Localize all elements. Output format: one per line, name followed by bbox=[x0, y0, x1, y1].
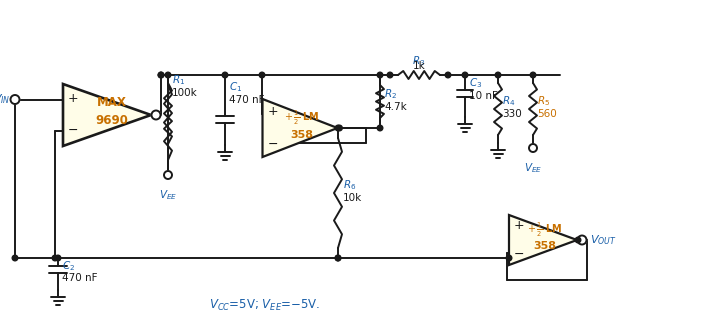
Circle shape bbox=[462, 72, 467, 78]
Circle shape bbox=[335, 255, 341, 261]
Text: $V_{EE}$: $V_{EE}$ bbox=[524, 161, 542, 175]
Circle shape bbox=[335, 255, 341, 261]
Text: −: − bbox=[268, 138, 278, 151]
Circle shape bbox=[387, 72, 393, 78]
Text: 1k: 1k bbox=[413, 61, 425, 71]
Text: 358: 358 bbox=[290, 130, 314, 140]
Text: 4.7k: 4.7k bbox=[384, 103, 407, 113]
Text: 10 nF: 10 nF bbox=[469, 91, 498, 101]
Circle shape bbox=[165, 72, 171, 78]
Text: +: + bbox=[514, 219, 524, 232]
Circle shape bbox=[11, 95, 20, 104]
Circle shape bbox=[378, 125, 383, 131]
Text: $V_{IN}$: $V_{IN}$ bbox=[0, 93, 11, 107]
Text: $C_3$: $C_3$ bbox=[469, 76, 482, 90]
Circle shape bbox=[378, 72, 383, 78]
Text: $R_2$: $R_2$ bbox=[384, 88, 397, 102]
Text: $R_6$: $R_6$ bbox=[343, 178, 356, 192]
Text: 10k: 10k bbox=[343, 193, 362, 203]
Text: 470 nF: 470 nF bbox=[229, 95, 264, 105]
Circle shape bbox=[445, 72, 451, 78]
Text: 560: 560 bbox=[537, 109, 557, 119]
Text: $C_1$: $C_1$ bbox=[229, 80, 243, 94]
Polygon shape bbox=[509, 215, 577, 265]
Text: $V_{OUT}$: $V_{OUT}$ bbox=[590, 233, 617, 247]
Circle shape bbox=[575, 237, 581, 243]
Text: +: + bbox=[68, 92, 79, 105]
Text: −: − bbox=[68, 124, 79, 137]
Text: 470 nF: 470 nF bbox=[62, 273, 98, 283]
Text: MAX: MAX bbox=[97, 97, 127, 110]
Polygon shape bbox=[262, 99, 337, 157]
Circle shape bbox=[495, 72, 501, 78]
Circle shape bbox=[56, 255, 60, 261]
Text: $R_3$: $R_3$ bbox=[413, 54, 425, 68]
Circle shape bbox=[158, 72, 164, 78]
Text: $+\,\frac{1}{2}$ LM: $+\,\frac{1}{2}$ LM bbox=[527, 221, 563, 239]
Circle shape bbox=[259, 72, 265, 78]
Circle shape bbox=[158, 72, 164, 78]
Circle shape bbox=[152, 111, 160, 120]
Circle shape bbox=[335, 125, 341, 131]
Circle shape bbox=[164, 171, 172, 179]
Text: $C_2$: $C_2$ bbox=[62, 259, 75, 273]
Circle shape bbox=[337, 125, 342, 131]
Text: $V_{EE}$: $V_{EE}$ bbox=[159, 188, 177, 202]
Circle shape bbox=[12, 255, 18, 261]
Circle shape bbox=[52, 255, 58, 261]
Text: $R_1$: $R_1$ bbox=[172, 73, 185, 87]
Polygon shape bbox=[63, 84, 151, 146]
Text: −: − bbox=[514, 248, 524, 261]
Text: $V_{CC}$=5V; $V_{EE}$=−5V.: $V_{CC}$=5V; $V_{EE}$=−5V. bbox=[209, 297, 321, 313]
Circle shape bbox=[530, 72, 536, 78]
Text: 358: 358 bbox=[534, 241, 557, 251]
Circle shape bbox=[529, 144, 537, 152]
Circle shape bbox=[577, 235, 586, 244]
Text: +: + bbox=[268, 105, 278, 118]
Text: 100k: 100k bbox=[172, 88, 198, 98]
Text: $R_5$: $R_5$ bbox=[537, 94, 550, 108]
Text: $+\,\frac{1}{2}$ LM: $+\,\frac{1}{2}$ LM bbox=[284, 109, 320, 127]
Text: 330: 330 bbox=[502, 109, 522, 119]
Text: 9690: 9690 bbox=[96, 114, 129, 127]
Circle shape bbox=[222, 72, 228, 78]
Text: $R_4$: $R_4$ bbox=[502, 94, 515, 108]
Circle shape bbox=[506, 255, 512, 261]
